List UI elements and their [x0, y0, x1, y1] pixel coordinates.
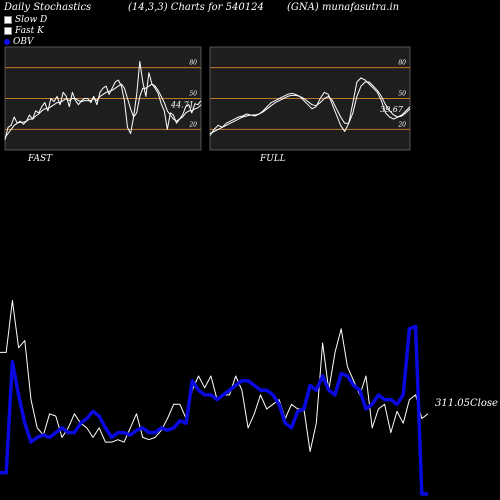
- fast-last-value: 44.71: [170, 101, 194, 110]
- fast-ytick-50: 50: [189, 91, 197, 98]
- full-ytick-80: 80: [398, 60, 406, 67]
- price-series-obv: [0, 324, 428, 496]
- fast-series-slow-d: [4, 83, 202, 138]
- chart-title: Daily Stochastics: [4, 2, 92, 13]
- legend-obv: OBV: [4, 36, 34, 48]
- legend-fast-k: Fast K: [4, 25, 44, 37]
- legend-obv-label: OBV: [13, 37, 34, 47]
- legend-fast-k-label: Fast K: [15, 26, 44, 36]
- chart-source: (GNA) munafasutra.in: [287, 2, 400, 13]
- fast-panel-title: FAST: [27, 154, 53, 164]
- legend-obv-swatch-icon: [4, 38, 10, 45]
- fast-series-fast-k: [4, 60, 202, 140]
- chart-params: (14,3,3) Charts for 540124: [128, 2, 264, 13]
- legend-slow-d-swatch-icon: [4, 15, 12, 24]
- legend-fast-k-swatch-icon: [4, 26, 12, 35]
- legend-slow-d-label: Slow D: [15, 15, 48, 25]
- full-series-fast-k: [209, 77, 411, 136]
- close-value-label: 311.05Close: [435, 398, 498, 409]
- full-panel-title: FULL: [259, 154, 286, 164]
- full-ytick-50: 50: [398, 91, 406, 98]
- full-ytick-20: 20: [397, 121, 406, 128]
- fast-ytick-20: 20: [188, 121, 197, 128]
- legend-slow-d: Slow D: [4, 14, 47, 26]
- fast-ytick-80: 80: [189, 60, 197, 67]
- full-series-slow-d: [209, 81, 411, 134]
- full-last-value: 39.67: [380, 105, 404, 114]
